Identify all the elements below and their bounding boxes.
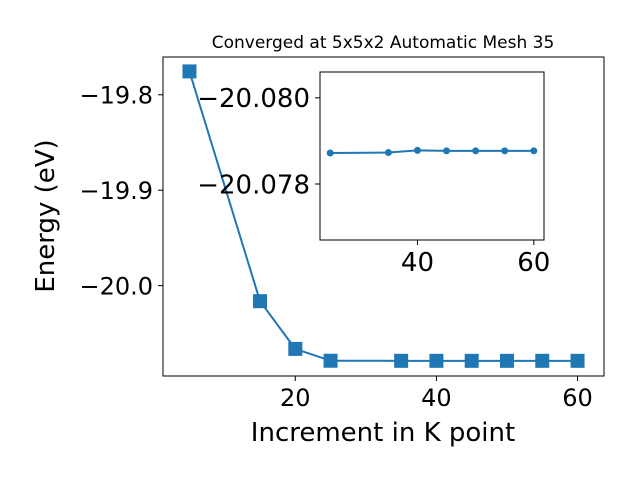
inset-data-point <box>443 147 451 155</box>
main-plot: 20 40 60 −20.0 −19.9 −19.8 <box>79 56 605 412</box>
inset-x-tick-label: 60 <box>517 248 550 278</box>
inset-plot: 40 60 −20.080 −20.078 <box>197 71 550 278</box>
inset-y-tick-label: −20.080 <box>197 84 310 114</box>
main-data-point <box>394 353 409 368</box>
main-data-point <box>253 294 268 309</box>
main-data-point <box>182 64 197 79</box>
main-data-point <box>535 353 550 368</box>
main-y-tick-label: −19.9 <box>79 177 153 205</box>
inset-data-point <box>413 146 421 154</box>
main-data-point <box>323 353 338 368</box>
main-x-tick-label: 60 <box>562 384 593 412</box>
inset-data-point <box>326 149 334 157</box>
inset-x-tick-label: 40 <box>401 248 434 278</box>
main-data-point <box>499 353 514 368</box>
inset-plot-frame <box>319 71 545 241</box>
main-x-tick-label: 40 <box>421 384 452 412</box>
inset-data-point <box>472 147 480 155</box>
main-y-tick-label: −20.0 <box>79 272 153 300</box>
inset-data-point <box>384 149 392 157</box>
main-x-tick-label: 20 <box>280 384 311 412</box>
main-data-point <box>464 353 479 368</box>
main-y-tick-label: −19.8 <box>79 81 153 109</box>
inset-data-point <box>530 147 538 155</box>
main-data-point <box>429 353 444 368</box>
chart-title: Converged at 5x5x2 Automatic Mesh 35 <box>212 33 555 53</box>
inset-y-tick-label: −20.078 <box>197 170 310 200</box>
main-series-line <box>188 71 578 362</box>
y-axis-label: Energy (eV) <box>31 139 61 292</box>
main-plot-frame <box>162 56 605 377</box>
main-data-point <box>288 341 303 356</box>
inset-data-point <box>501 147 509 155</box>
main-data-point <box>570 353 585 368</box>
x-axis-label: Increment in K point <box>251 418 515 448</box>
